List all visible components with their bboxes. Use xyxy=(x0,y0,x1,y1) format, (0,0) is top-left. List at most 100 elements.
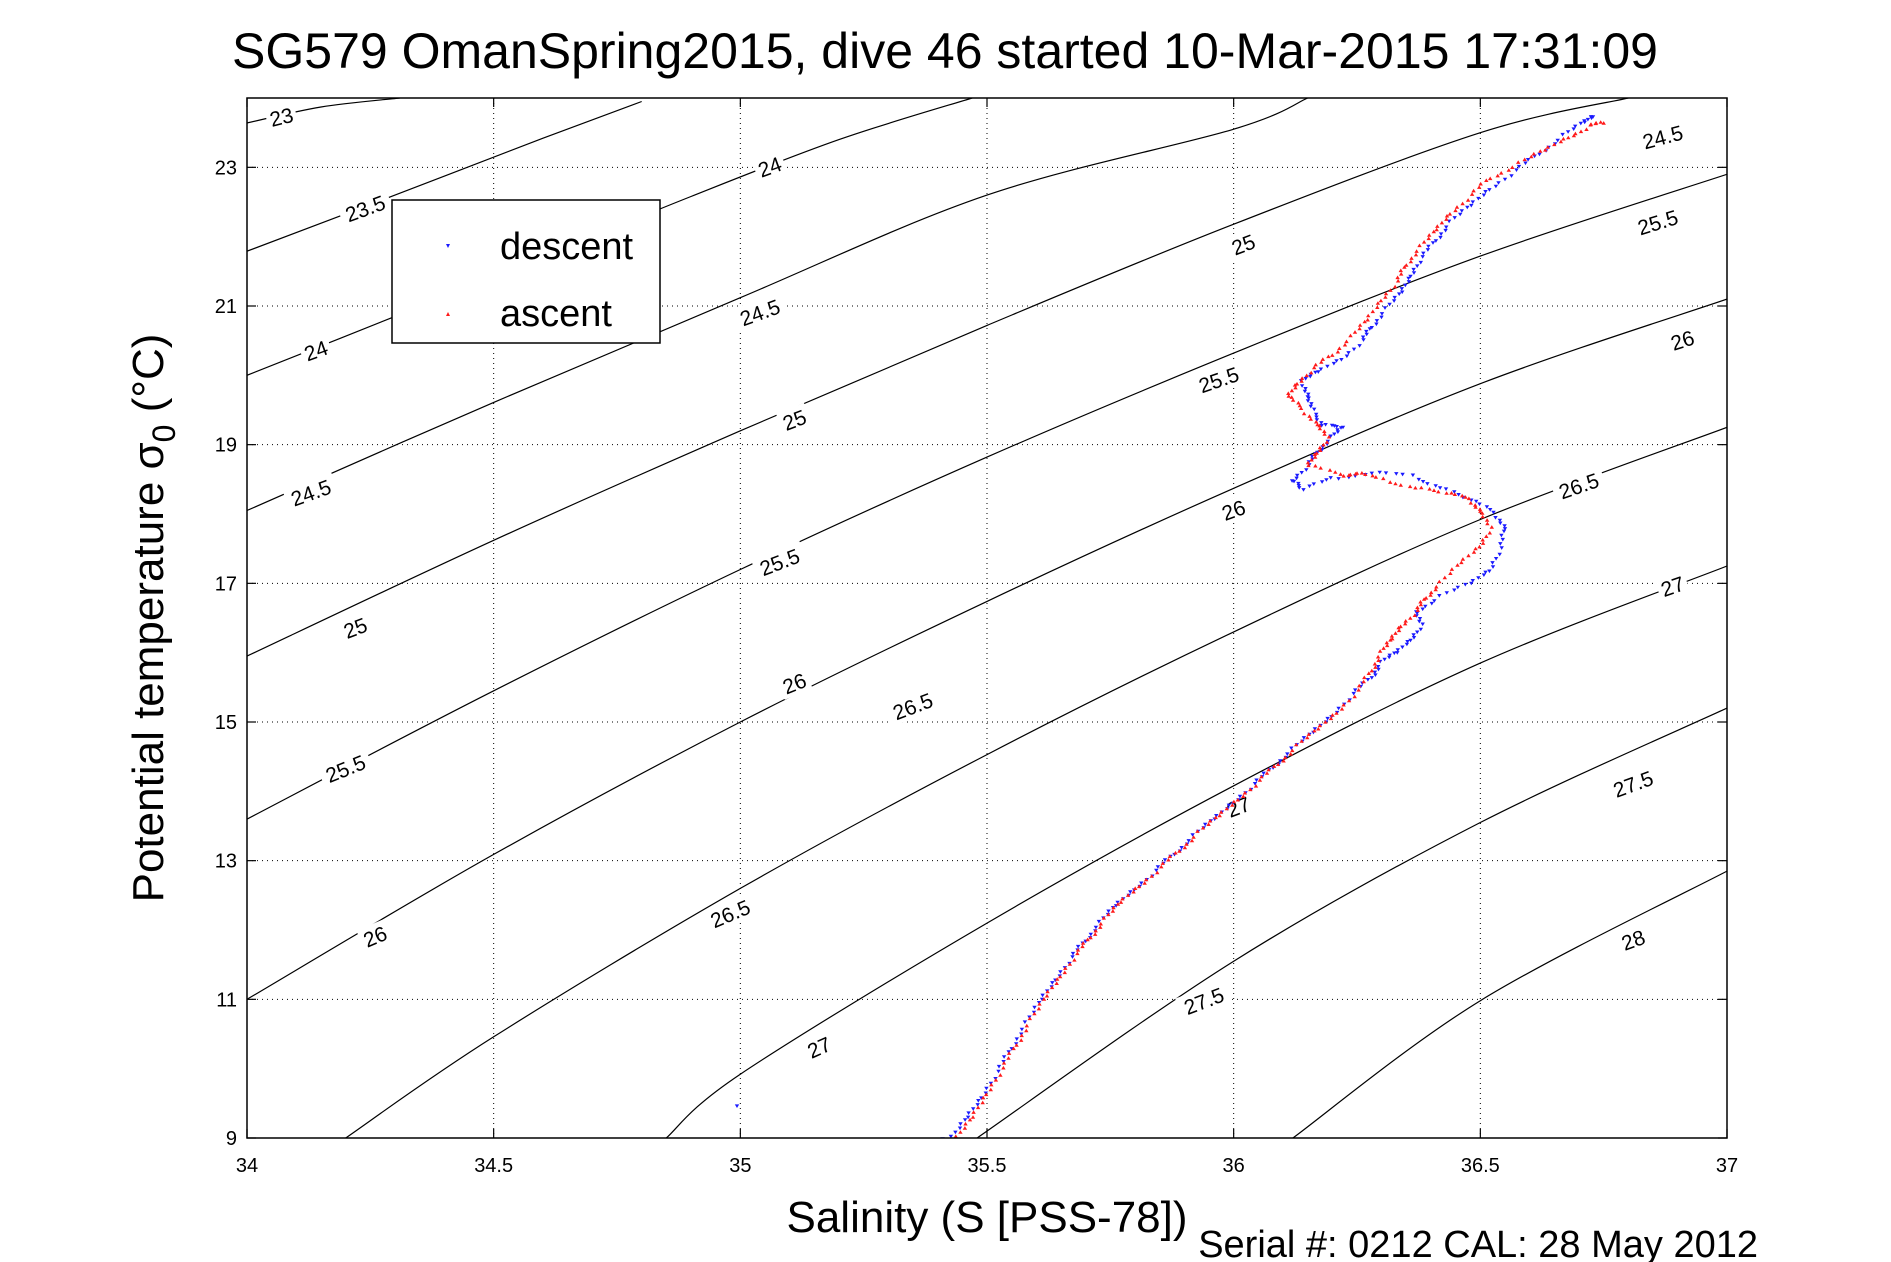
descent-marker xyxy=(1483,190,1488,194)
ascent-marker xyxy=(1473,503,1478,507)
ascent-marker xyxy=(1480,537,1485,542)
descent-marker xyxy=(1316,370,1321,374)
descent-marker xyxy=(1452,490,1457,494)
ascent-marker xyxy=(1224,806,1229,811)
descent-marker xyxy=(1318,367,1324,372)
descent-marker xyxy=(1303,387,1308,391)
ascent-marker xyxy=(1191,835,1196,839)
grid xyxy=(247,98,1727,1138)
ascent-marker xyxy=(1334,711,1339,715)
ascent-marker xyxy=(1294,742,1299,747)
ascent-marker xyxy=(1006,1051,1012,1055)
x-tick-label: 34.5 xyxy=(474,1155,513,1177)
descent-marker xyxy=(1374,319,1380,323)
descent-marker xyxy=(1523,161,1528,166)
descent-marker xyxy=(1296,481,1301,486)
legend-descent-label: descent xyxy=(500,226,634,268)
descent-marker xyxy=(1115,900,1120,905)
ascent-marker xyxy=(1434,584,1439,589)
descent-marker xyxy=(1040,993,1045,998)
y-axis-label-subscript: 0 xyxy=(146,425,182,443)
descent-marker xyxy=(1093,925,1099,930)
ascent-marker xyxy=(1339,707,1345,711)
descent-marker xyxy=(1474,499,1479,504)
ascent-marker xyxy=(1200,825,1206,830)
serial-calibration-note: Serial #: 0212 CAL: 28 May 2012 xyxy=(1198,1224,1758,1262)
descent-marker xyxy=(1252,782,1258,786)
ascent-marker xyxy=(1455,563,1460,567)
ascent-marker xyxy=(1499,171,1504,175)
descent-marker xyxy=(1309,402,1314,406)
ascent-marker xyxy=(1352,694,1357,699)
ascent-marker xyxy=(989,1082,994,1087)
descent-marker xyxy=(1429,601,1434,606)
descent-marker xyxy=(1433,484,1438,488)
ascent-marker xyxy=(1444,217,1449,221)
descent-marker xyxy=(1373,673,1378,677)
ascent-marker xyxy=(1399,272,1404,276)
descent-marker xyxy=(1470,579,1475,583)
ascent-marker xyxy=(1312,728,1317,733)
ascent-marker xyxy=(1327,468,1333,472)
ascent-marker xyxy=(1055,977,1060,981)
ascent-marker xyxy=(1173,850,1178,855)
ascent-marker xyxy=(1286,394,1291,398)
descent-marker xyxy=(1516,164,1522,169)
descent-marker xyxy=(1050,981,1055,985)
ascent-marker xyxy=(1473,546,1478,551)
descent-marker xyxy=(1361,338,1366,342)
ascent-marker xyxy=(1281,758,1286,763)
contour-label: 26 xyxy=(1664,323,1701,356)
descent-marker xyxy=(1319,480,1325,484)
ascent-marker xyxy=(1177,849,1182,853)
ascent-marker xyxy=(1393,631,1398,635)
ascent-marker xyxy=(1543,148,1548,152)
descent-marker xyxy=(1305,399,1311,403)
y-tick-label: 15 xyxy=(215,712,237,734)
descent-marker xyxy=(1411,267,1416,272)
ascent-marker xyxy=(1294,381,1300,386)
ascent-marker xyxy=(1370,473,1375,478)
ascent-marker xyxy=(1305,735,1310,740)
ascent-marker xyxy=(1413,252,1419,257)
ascent-marker xyxy=(1309,457,1314,462)
ascent-marker xyxy=(1388,638,1393,642)
ascent-marker xyxy=(1435,224,1440,228)
ascent-marker xyxy=(1342,342,1348,347)
descent-marker xyxy=(1001,1055,1007,1059)
descent-marker xyxy=(1088,932,1093,937)
descent-marker xyxy=(1299,471,1304,475)
descent-marker xyxy=(1379,315,1384,320)
ascent-marker xyxy=(1317,426,1323,431)
ascent-marker xyxy=(1356,688,1361,692)
descent-marker xyxy=(1438,232,1444,236)
descent-marker xyxy=(1452,588,1457,593)
ascent-marker xyxy=(970,1115,976,1119)
descent-marker xyxy=(1444,591,1449,595)
ascent-marker xyxy=(1019,1038,1024,1042)
contour-label-background xyxy=(1629,202,1686,241)
descent-marker xyxy=(1302,389,1308,394)
ascent-marker xyxy=(1085,937,1090,942)
descent-marker xyxy=(1498,542,1503,546)
legend-box xyxy=(391,199,661,344)
descent-marker xyxy=(1297,486,1302,490)
descent-marker xyxy=(1498,521,1503,526)
ascent-marker xyxy=(1317,723,1323,728)
ascent-marker xyxy=(1362,675,1367,680)
ascent-marker xyxy=(1001,1061,1007,1065)
descent-marker xyxy=(1420,622,1425,627)
descent-marker xyxy=(996,1064,1002,1069)
x-tick-label: 35.5 xyxy=(968,1155,1007,1177)
descent-marker xyxy=(957,1126,963,1131)
descent-marker xyxy=(1360,335,1366,340)
legend-ascent-marker xyxy=(446,312,450,316)
ascent-marker xyxy=(1195,829,1200,833)
descent-marker xyxy=(1481,573,1487,577)
ascent-marker xyxy=(1460,557,1466,561)
descent-marker xyxy=(1351,347,1357,352)
descent-marker xyxy=(734,1104,740,1108)
contour-line xyxy=(247,98,1308,512)
descent-marker xyxy=(1379,312,1385,316)
